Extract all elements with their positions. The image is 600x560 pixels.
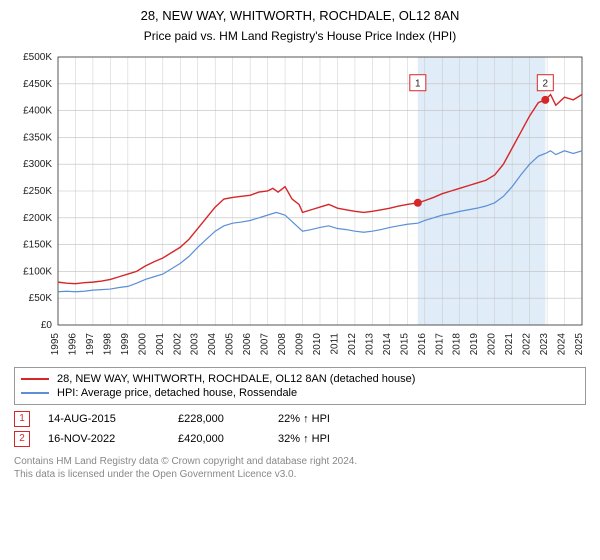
svg-text:2022: 2022 bbox=[522, 332, 533, 355]
svg-text:2016: 2016 bbox=[417, 332, 428, 355]
svg-text:2000: 2000 bbox=[137, 332, 148, 355]
svg-text:£500K: £500K bbox=[23, 52, 52, 63]
legend-row: 28, NEW WAY, WHITWORTH, ROCHDALE, OL12 8… bbox=[21, 372, 579, 386]
svg-text:£450K: £450K bbox=[23, 79, 52, 90]
marker-delta: 22% ↑ HPI bbox=[278, 413, 378, 425]
legend-swatch bbox=[21, 378, 49, 380]
marker-badge: 1 bbox=[14, 411, 30, 427]
marker-date: 16-NOV-2022 bbox=[48, 433, 178, 445]
svg-text:2017: 2017 bbox=[434, 332, 445, 355]
legend: 28, NEW WAY, WHITWORTH, ROCHDALE, OL12 8… bbox=[14, 367, 586, 405]
footnote-line: Contains HM Land Registry data © Crown c… bbox=[14, 455, 586, 468]
svg-text:2015: 2015 bbox=[399, 332, 410, 355]
svg-text:2001: 2001 bbox=[155, 332, 166, 355]
svg-text:2021: 2021 bbox=[504, 332, 515, 355]
chart-subtitle: Price paid vs. HM Land Registry's House … bbox=[10, 29, 590, 43]
svg-text:2011: 2011 bbox=[329, 332, 340, 354]
svg-text:2: 2 bbox=[543, 79, 549, 90]
svg-text:2012: 2012 bbox=[347, 332, 358, 355]
svg-text:1: 1 bbox=[415, 79, 421, 90]
svg-text:1997: 1997 bbox=[85, 332, 96, 355]
svg-text:£250K: £250K bbox=[23, 186, 52, 197]
svg-text:2008: 2008 bbox=[277, 332, 288, 355]
svg-text:2024: 2024 bbox=[557, 332, 568, 355]
svg-text:1996: 1996 bbox=[67, 332, 78, 355]
chart-title: 28, NEW WAY, WHITWORTH, ROCHDALE, OL12 8… bbox=[10, 8, 590, 25]
svg-text:£350K: £350K bbox=[23, 132, 52, 143]
marker-price: £228,000 bbox=[178, 413, 278, 425]
svg-text:£400K: £400K bbox=[23, 105, 52, 116]
marker-table: 1 14-AUG-2015£228,00022% ↑ HPI 2 16-NOV-202… bbox=[14, 409, 586, 449]
license-footnote: Contains HM Land Registry data © Crown c… bbox=[14, 455, 586, 481]
svg-text:2018: 2018 bbox=[452, 332, 463, 355]
marker-row: 1 14-AUG-2015£228,00022% ↑ HPI bbox=[14, 409, 586, 429]
marker-date: 14-AUG-2015 bbox=[48, 413, 178, 425]
svg-text:£150K: £150K bbox=[23, 239, 52, 250]
svg-text:2004: 2004 bbox=[207, 332, 218, 355]
svg-text:2025: 2025 bbox=[574, 332, 585, 355]
svg-text:2019: 2019 bbox=[469, 332, 480, 355]
svg-text:2020: 2020 bbox=[487, 332, 498, 355]
svg-text:2002: 2002 bbox=[172, 332, 183, 355]
legend-label: HPI: Average price, detached house, Ross… bbox=[57, 387, 297, 399]
legend-label: 28, NEW WAY, WHITWORTH, ROCHDALE, OL12 8… bbox=[57, 373, 415, 385]
marker-delta: 32% ↑ HPI bbox=[278, 433, 378, 445]
legend-swatch bbox=[21, 392, 49, 394]
svg-text:2006: 2006 bbox=[242, 332, 253, 355]
legend-row: HPI: Average price, detached house, Ross… bbox=[21, 386, 579, 400]
marker-badge: 2 bbox=[14, 431, 30, 447]
svg-text:2014: 2014 bbox=[382, 332, 393, 355]
svg-text:£100K: £100K bbox=[23, 266, 52, 277]
svg-text:1998: 1998 bbox=[102, 332, 113, 355]
svg-text:2009: 2009 bbox=[295, 332, 306, 355]
svg-text:2013: 2013 bbox=[364, 332, 375, 355]
svg-text:1999: 1999 bbox=[120, 332, 131, 355]
svg-text:2005: 2005 bbox=[225, 332, 236, 355]
marker-price: £420,000 bbox=[178, 433, 278, 445]
svg-text:2023: 2023 bbox=[539, 332, 550, 355]
svg-text:£200K: £200K bbox=[23, 213, 52, 224]
svg-text:2003: 2003 bbox=[190, 332, 201, 355]
svg-text:2007: 2007 bbox=[260, 332, 271, 355]
svg-text:£300K: £300K bbox=[23, 159, 52, 170]
svg-text:2010: 2010 bbox=[312, 332, 323, 355]
svg-text:£0: £0 bbox=[41, 320, 53, 331]
footnote-line: This data is licensed under the Open Gov… bbox=[14, 468, 586, 481]
marker-row: 2 16-NOV-2022£420,00032% ↑ HPI bbox=[14, 429, 586, 449]
svg-text:1995: 1995 bbox=[50, 332, 61, 355]
price-chart: £0 £50K £100K £150K £200K £250K £300K £350K £400… bbox=[10, 51, 590, 361]
svg-text:£50K: £50K bbox=[29, 293, 53, 304]
